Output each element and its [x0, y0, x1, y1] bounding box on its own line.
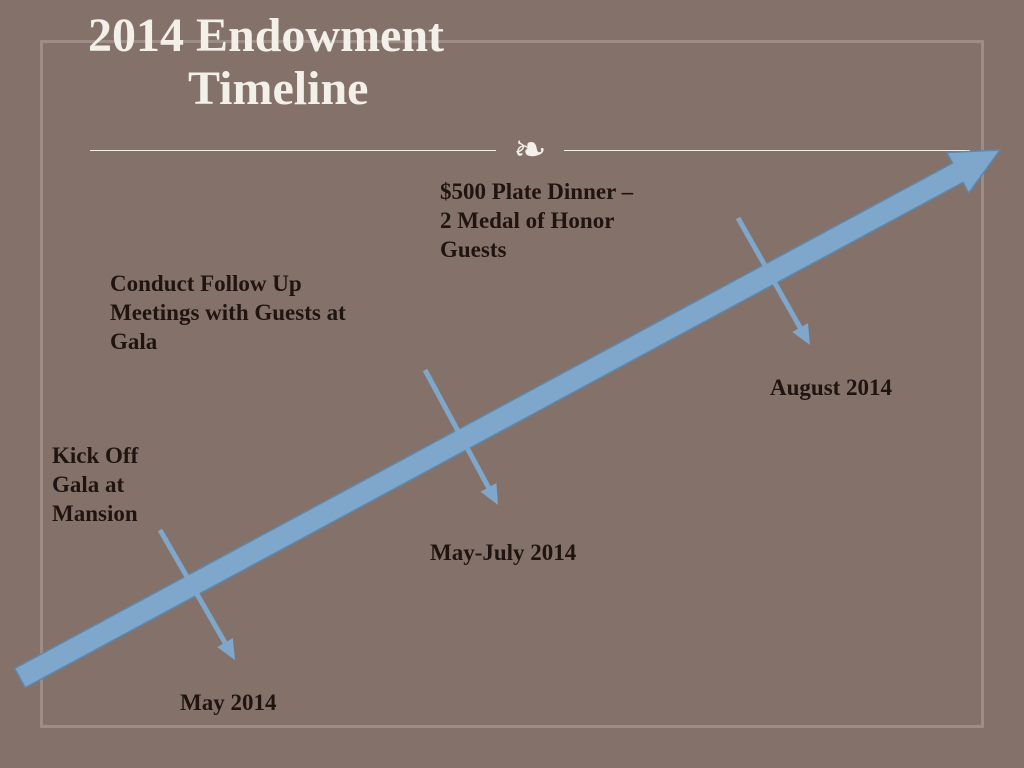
title-line1: 2014 Endowment — [88, 10, 444, 63]
event-label-0: Kick OffGala atMansion — [52, 442, 212, 528]
flourish-icon: ❧ — [513, 126, 547, 173]
event-date-2: August 2014 — [770, 375, 892, 401]
divider-line-left — [90, 150, 496, 151]
slide: 2014 Endowment Timeline ❧ Kick OffGala a… — [0, 0, 1024, 768]
divider-line-right — [564, 150, 970, 151]
slide-title: 2014 Endowment Timeline — [88, 10, 444, 116]
event-label-2: $500 Plate Dinner –2 Medal of HonorGuest… — [440, 178, 730, 264]
title-line2: Timeline — [88, 63, 444, 116]
event-label-1: Conduct Follow UpMeetings with Guests at… — [110, 270, 440, 356]
event-date-0: May 2014 — [180, 690, 276, 716]
event-date-1: May-July 2014 — [430, 540, 576, 566]
